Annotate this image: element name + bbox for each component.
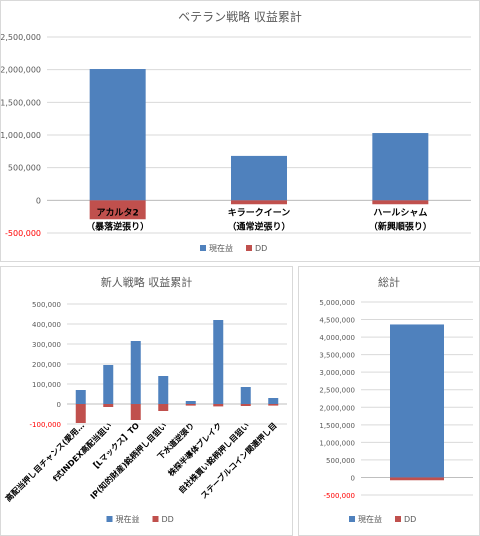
y-tick-label: 300,000 — [32, 341, 61, 349]
category-label: アカルタ2 — [97, 206, 139, 218]
bar-current-2 — [130, 341, 141, 404]
chart-title: ベテラン戦略 収益累計 — [178, 9, 302, 24]
bar-dd-2 — [372, 200, 429, 205]
y-tick-label: -100,000 — [30, 421, 61, 429]
newcomer-chart-panel: 新人戦略 収益累計 -100,000 0 100,000 200,000 300,000 4… — [0, 266, 293, 536]
bar-current-6 — [240, 387, 251, 404]
bar-current-1 — [103, 365, 114, 404]
newcomer-chart: 新人戦略 収益累計 -100,000 0 100,000 200,000 300,000 4… — [3, 275, 287, 524]
legend-swatch-current — [106, 516, 113, 522]
category-label: （新興順張り） — [369, 220, 432, 232]
y-tick-label: 2,500,000 — [1, 33, 41, 42]
bar-dd-0 — [75, 404, 86, 423]
legend-swatch-current — [349, 516, 355, 522]
bar-current-1 — [231, 155, 287, 201]
legend-label-current: 現在益 — [209, 243, 233, 253]
bar-current-2 — [372, 133, 429, 201]
category-label: ハールシャム — [373, 207, 427, 218]
total-chart: 総計 -500,000 0 500,000 1,000,000 1,500,000 2,00… — [319, 275, 473, 524]
legend-label-current: 現在益 — [116, 514, 140, 524]
y-tick-label: 500,000 — [32, 301, 61, 309]
category-label: キラークイーン — [228, 207, 291, 218]
veteran-chart-panel: ベテラン戦略 収益累計 -500,000 0 500,000 1,000,000 1,50… — [0, 0, 480, 262]
legend-swatch-dd — [395, 516, 401, 522]
y-tick-label: 4,000,000 — [319, 334, 355, 342]
chart-title: 新人戦略 収益累計 — [101, 275, 193, 289]
y-tick-label: 3,500,000 — [319, 352, 355, 360]
total-chart-panel: 総計 -500,000 0 500,000 1,000,000 1,500,000 2,00… — [298, 266, 480, 536]
y-tick-label: 0 — [36, 196, 41, 205]
bar-current-0 — [89, 69, 146, 201]
bar-current-7 — [268, 398, 279, 404]
y-tick-label: 5,000,000 — [319, 299, 355, 307]
bar-dd-7 — [268, 404, 279, 406]
legend-label-current: 現在益 — [358, 514, 382, 524]
chart-title: 総計 — [378, 275, 400, 289]
category-label: 【Lマックス】TO — [88, 420, 141, 473]
y-tick-label: 1,000,000 — [1, 131, 41, 140]
bar-dd-0 — [89, 200, 146, 220]
legend-swatch-dd — [246, 245, 252, 251]
y-tick-label: 500,000 — [326, 457, 355, 465]
y-tick-label: 1,500,000 — [319, 422, 355, 430]
bar-current-0 — [390, 324, 444, 478]
bar-dd-0 — [390, 477, 444, 481]
bar-dd-1 — [103, 404, 114, 407]
y-tick-label: 200,000 — [32, 361, 61, 369]
bar-current-3 — [158, 376, 169, 404]
y-tick-label: 100,000 — [32, 381, 61, 389]
legend-swatch-dd — [152, 516, 159, 522]
y-tick-label: 400,000 — [32, 321, 61, 329]
category-label: （暴落逆張り） — [86, 220, 149, 232]
veteran-chart: ベテラン戦略 収益累計 -500,000 0 500,000 1,000,000 1,50… — [1, 9, 471, 253]
y-tick-label: 2,500,000 — [319, 387, 355, 395]
y-tick-label: 0 — [351, 474, 355, 482]
y-tick-label: 2,000,000 — [319, 404, 355, 412]
y-tick-label: 1,500,000 — [1, 98, 41, 107]
y-tick-label: 4,500,000 — [319, 317, 355, 325]
bar-dd-5 — [213, 404, 224, 407]
y-tick-label: 2,000,000 — [1, 66, 41, 75]
legend-label-dd: DD — [162, 515, 174, 524]
legend-label-dd: DD — [255, 244, 267, 253]
bar-dd-3 — [158, 404, 169, 411]
bar-current-0 — [75, 390, 86, 404]
bar-dd-6 — [240, 404, 251, 406]
legend-label-dd: DD — [404, 515, 416, 524]
bar-dd-2 — [130, 404, 141, 420]
category-label: 株探半導体ブレイク — [166, 420, 224, 478]
y-tick-label: 1,000,000 — [319, 439, 355, 447]
bar-dd-4 — [185, 404, 196, 406]
legend-swatch-current — [200, 245, 206, 251]
category-label: （通常逆張り） — [227, 220, 290, 232]
bar-current-4 — [185, 401, 196, 404]
y-tick-label: 0 — [57, 401, 61, 409]
bar-current-5 — [213, 320, 224, 404]
y-tick-label: -500,000 — [324, 492, 355, 500]
y-tick-label: 3,000,000 — [319, 369, 355, 377]
y-tick-label: 500,000 — [8, 164, 41, 173]
y-tick-label: -500,000 — [5, 229, 41, 238]
bar-dd-1 — [231, 200, 287, 205]
